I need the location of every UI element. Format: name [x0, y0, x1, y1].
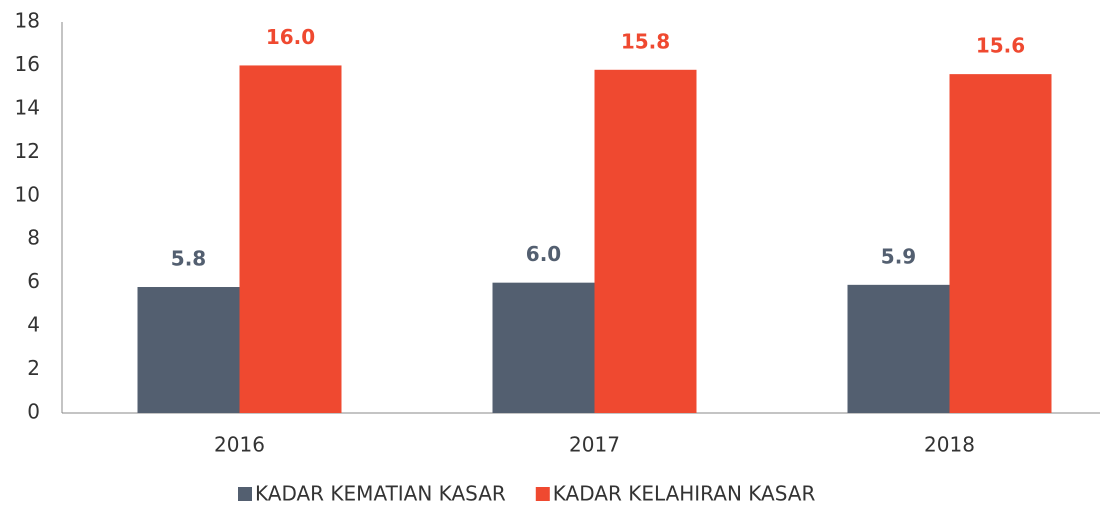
y-tick-label: 12 — [15, 139, 40, 163]
y-tick-label: 16 — [15, 52, 40, 76]
y-tick-label: 10 — [15, 182, 40, 206]
x-tick-label: 2018 — [924, 433, 975, 457]
value-label: 15.6 — [976, 34, 1025, 58]
bar — [594, 69, 697, 414]
legend-swatch — [238, 487, 252, 501]
legend-label: KADAR KELAHIRAN KASAR — [553, 482, 816, 506]
bar — [949, 74, 1052, 413]
y-tick-label: 6 — [27, 269, 40, 293]
value-label: 5.8 — [171, 247, 206, 271]
value-label: 15.8 — [621, 29, 670, 53]
y-tick-label: 14 — [15, 95, 40, 119]
bar — [137, 287, 240, 413]
y-tick-label: 2 — [27, 356, 40, 380]
y-tick-label: 8 — [27, 226, 40, 250]
y-tick-label: 0 — [27, 400, 40, 424]
x-tick-label: 2016 — [214, 433, 265, 457]
bar — [492, 282, 595, 413]
x-tick-label: 2017 — [569, 433, 620, 457]
bar — [239, 65, 342, 413]
y-tick-label: 18 — [15, 9, 40, 33]
legend-swatch — [535, 487, 550, 501]
value-label: 5.9 — [881, 244, 916, 268]
value-label: 6.0 — [526, 242, 561, 266]
bar — [847, 284, 950, 413]
value-label: 16.0 — [266, 25, 315, 49]
legend-label: KADAR KEMATIAN KASAR — [255, 482, 506, 506]
y-tick-label: 4 — [27, 313, 40, 337]
